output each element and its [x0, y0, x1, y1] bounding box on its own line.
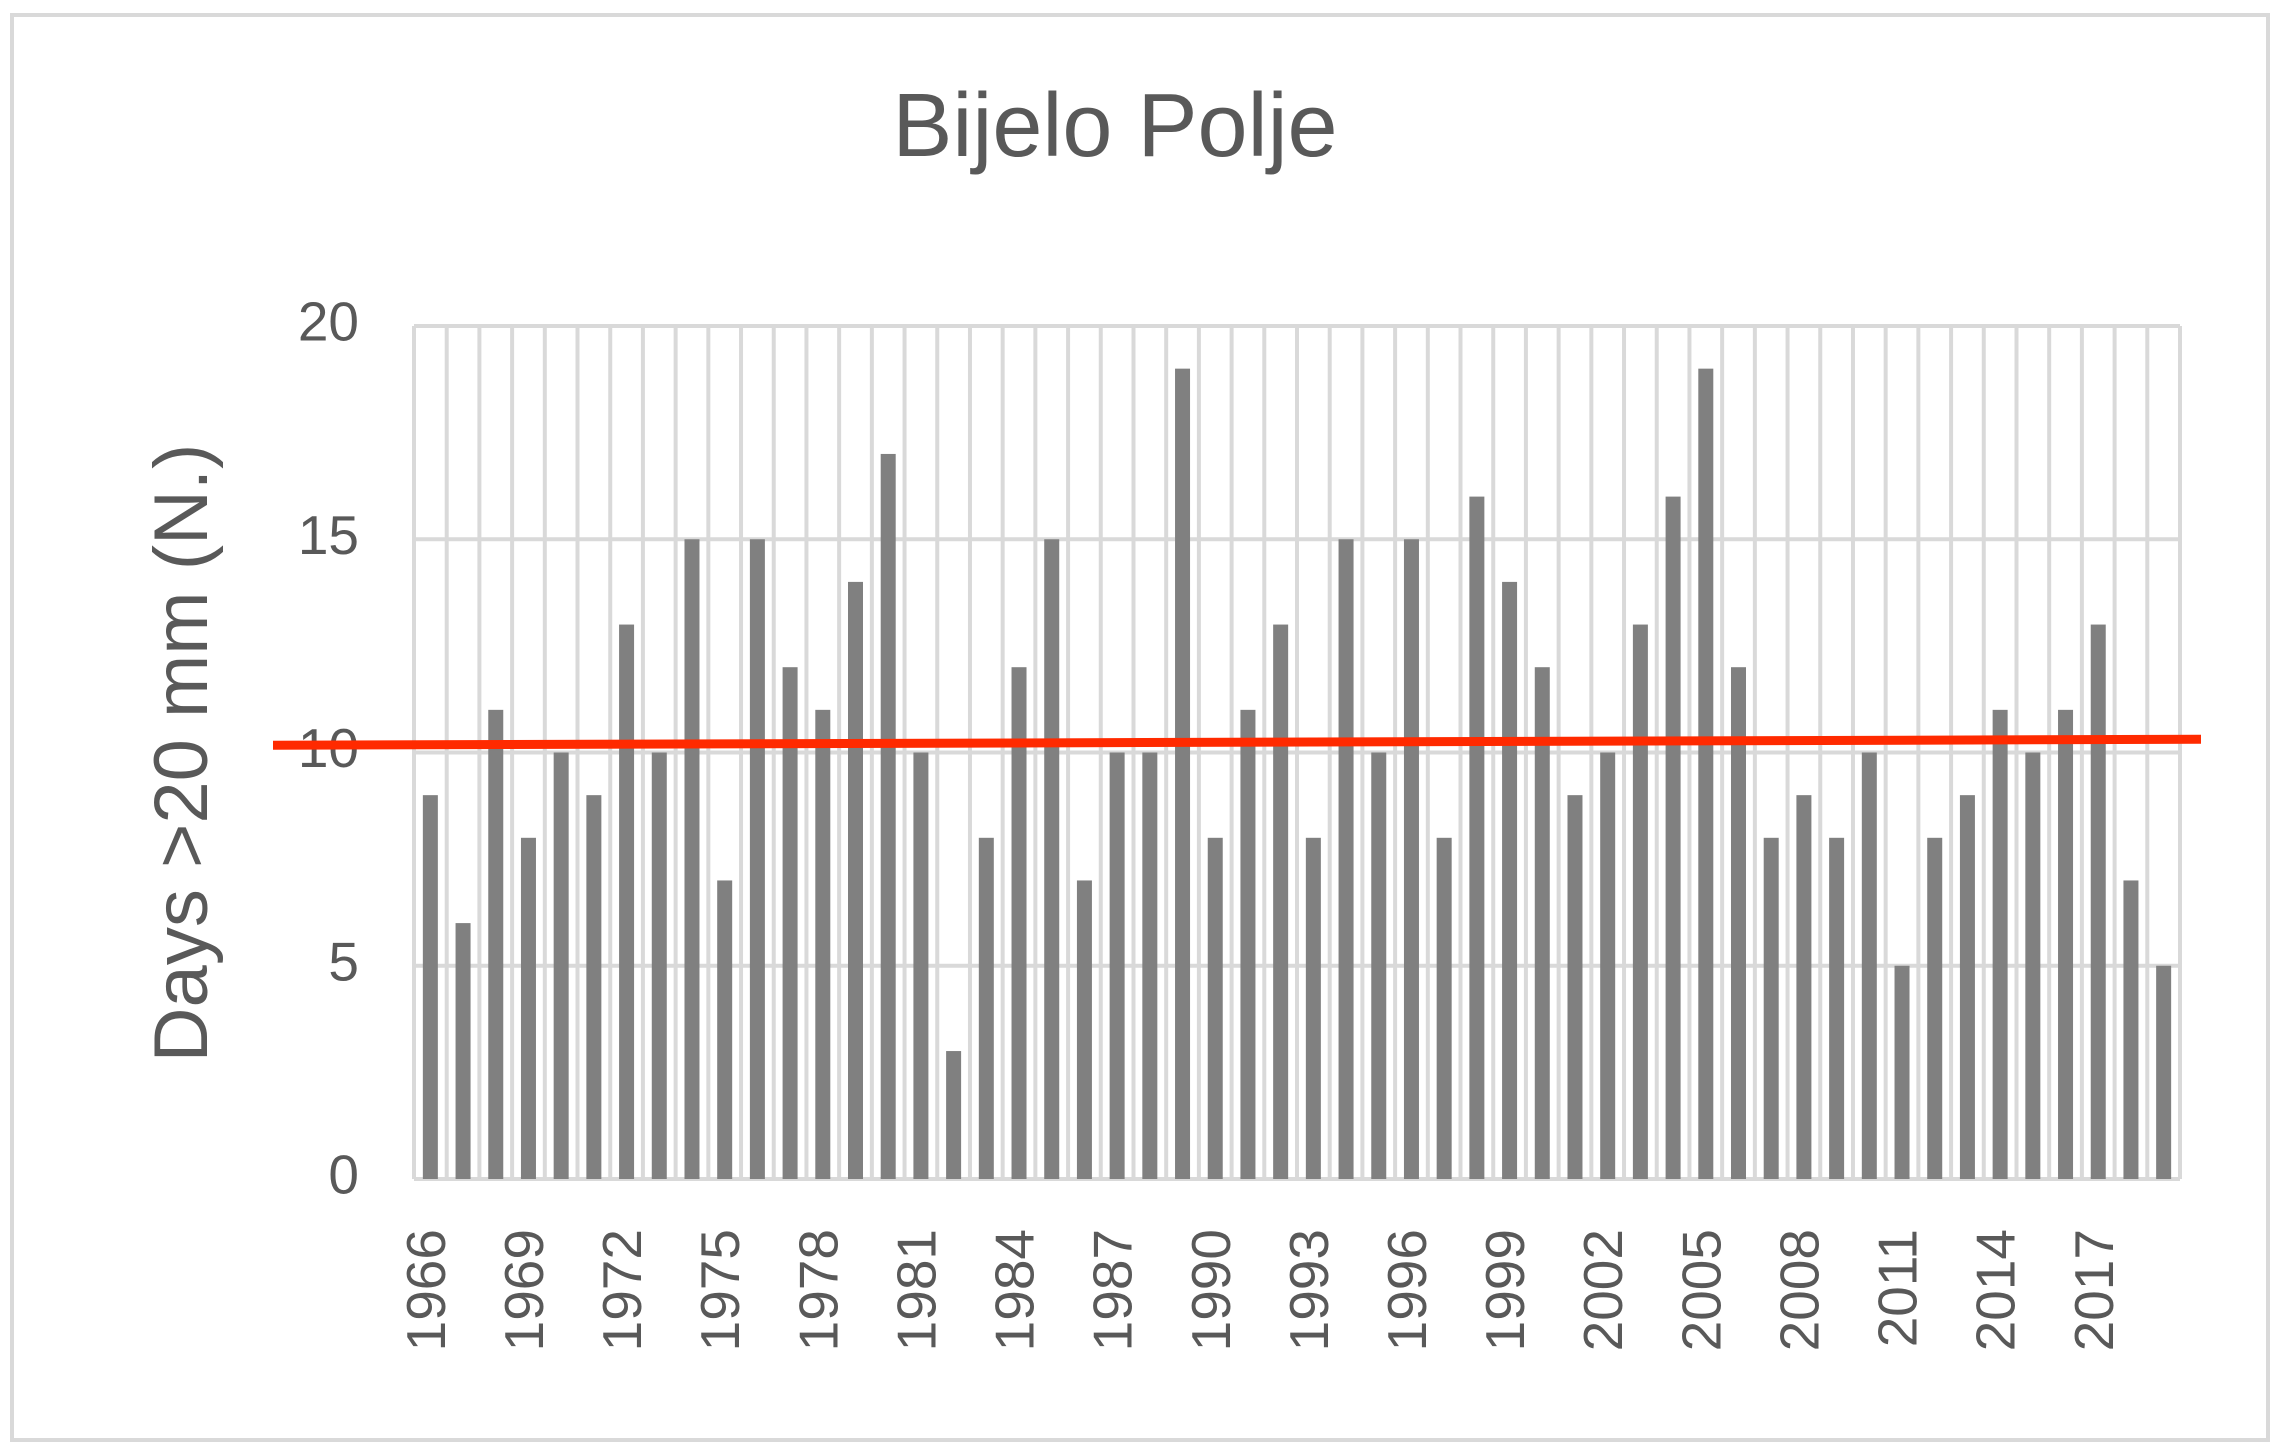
bar: [1600, 752, 1616, 1179]
bar: [880, 453, 896, 1179]
bar: [946, 1051, 962, 1179]
bar: [1665, 496, 1681, 1180]
bar: [1175, 368, 1191, 1179]
bar: [1829, 837, 1845, 1179]
x-tick-label: 1978: [787, 1229, 849, 1351]
bar: [1273, 624, 1289, 1179]
trend-line: [272, 734, 2202, 750]
bar: [1731, 667, 1746, 1179]
x-tick-label: 2005: [1670, 1229, 1732, 1351]
bar: [455, 923, 471, 1179]
bar: [1796, 795, 1812, 1179]
bar: [749, 539, 765, 1179]
bar: [1240, 709, 1256, 1179]
bar: [782, 667, 798, 1179]
bar: [2090, 624, 2106, 1179]
x-tick-label: 1999: [1474, 1229, 1536, 1351]
x-tick-label: 2017: [2063, 1229, 2125, 1351]
bar: [1338, 539, 1354, 1179]
bar: [553, 752, 569, 1179]
bar: [1371, 752, 1387, 1179]
bar: [1861, 752, 1877, 1179]
bar: [1403, 539, 1419, 1179]
bar: [2123, 880, 2139, 1179]
x-tick-label: 1981: [885, 1229, 947, 1351]
bar: [619, 624, 635, 1179]
bar: [2025, 752, 2041, 1179]
bar: [1992, 709, 2008, 1179]
bar: [1142, 752, 1158, 1179]
bar: [1698, 368, 1714, 1179]
bar: [1076, 880, 1092, 1179]
x-tick-label: 2002: [1572, 1229, 1634, 1351]
x-tick-label: 1966: [395, 1229, 457, 1351]
bar: [1502, 581, 1518, 1179]
bar: [422, 795, 438, 1179]
bar: [1959, 795, 1975, 1179]
bar: [1927, 837, 1943, 1179]
y-tick-label: 15: [298, 504, 359, 566]
bar: [978, 837, 994, 1179]
chart-border: [10, 13, 2270, 1442]
bar: [651, 752, 667, 1179]
x-tick-label: 1975: [689, 1229, 751, 1351]
bar: [1763, 837, 1779, 1179]
bar: [1534, 667, 1550, 1179]
x-tick-label: 1969: [493, 1229, 555, 1351]
y-tick-label: 20: [298, 291, 359, 353]
bar: [2156, 965, 2172, 1179]
bar: [1044, 539, 1060, 1179]
x-tick-label: 2008: [1768, 1229, 1830, 1351]
bar: [1567, 795, 1583, 1179]
bar: [1011, 667, 1027, 1179]
bar: [848, 581, 863, 1179]
bar: [1894, 965, 1910, 1179]
x-tick-label: 1990: [1180, 1229, 1242, 1351]
bar: [1109, 752, 1125, 1179]
x-tick-label: 1987: [1082, 1229, 1144, 1351]
x-tick-label: 1972: [591, 1229, 653, 1351]
bar: [717, 880, 733, 1179]
x-tick-label: 2011: [1867, 1229, 1929, 1347]
bar: [1469, 496, 1485, 1180]
bar: [684, 539, 700, 1179]
bar: [913, 752, 929, 1179]
y-axis-label: Days >20 mm (N.): [139, 444, 224, 1063]
bar: [815, 709, 831, 1179]
bar: [488, 709, 504, 1179]
bar: [586, 795, 602, 1179]
bar: [1305, 837, 1321, 1179]
bar: [1436, 837, 1452, 1179]
y-tick-label: 0: [328, 1144, 359, 1206]
y-tick-label: 5: [328, 930, 359, 992]
bar: [1632, 624, 1648, 1179]
x-tick-label: 1984: [984, 1229, 1046, 1351]
bar: [2058, 709, 2074, 1179]
x-tick-label: 2014: [1965, 1229, 2027, 1351]
chart-title: Bijelo Polje: [892, 76, 1337, 176]
x-tick-label: 1993: [1278, 1229, 1340, 1351]
bar: [1207, 837, 1223, 1179]
bar: [520, 837, 536, 1179]
x-tick-label: 1996: [1376, 1229, 1438, 1351]
